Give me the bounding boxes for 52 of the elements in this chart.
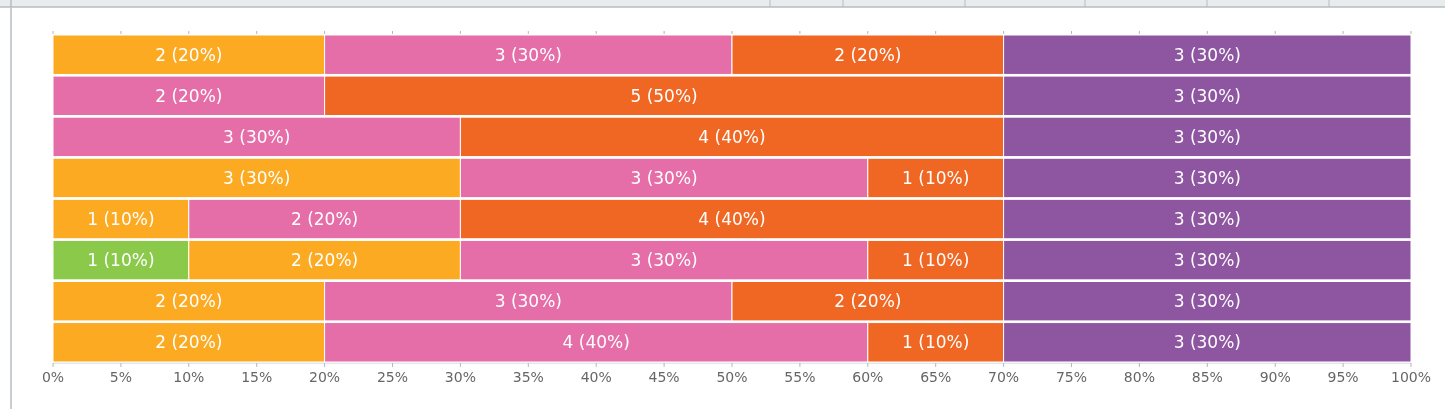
data-label: 4 (40%)	[698, 126, 766, 147]
x-tick-label: 95%	[1327, 369, 1359, 385]
data-label: 4 (40%)	[562, 332, 630, 353]
data-label: 3 (30%)	[1173, 332, 1241, 353]
x-tick-label: 35%	[512, 369, 544, 385]
x-tick-label: 100%	[1390, 369, 1432, 385]
data-label: 3 (30%)	[1173, 291, 1241, 312]
x-tick-label: 10%	[173, 369, 205, 385]
x-tick-label: 40%	[580, 369, 612, 385]
data-label: 1 (10%)	[902, 250, 970, 271]
x-tick-label: 30%	[444, 369, 476, 385]
data-label: 3 (30%)	[1173, 85, 1241, 106]
x-tick-label: 5%	[109, 369, 133, 385]
data-label: 1 (10%)	[87, 208, 155, 229]
data-label: 5 (50%)	[630, 85, 698, 106]
x-tick-label: 20%	[309, 369, 341, 385]
data-label: 3 (30%)	[1173, 167, 1241, 188]
data-label: 2 (20%)	[290, 208, 359, 229]
data-label: 1 (10%)	[902, 167, 970, 188]
x-tick-label: 65%	[920, 369, 952, 385]
data-label: 2 (20%)	[834, 44, 902, 65]
x-tick-label: 55%	[784, 369, 816, 385]
x-tick-label: 45%	[648, 369, 680, 385]
data-label: 3 (30%)	[1173, 126, 1241, 147]
x-tick-label: 80%	[1123, 369, 1155, 385]
data-label: 2 (20%)	[834, 291, 902, 312]
x-tick-label: 25%	[376, 369, 409, 385]
data-label: 3 (30%)	[223, 126, 291, 147]
data-label: 3 (30%)	[630, 167, 698, 188]
x-tick-label: 70%	[988, 369, 1020, 385]
data-label: 1 (10%)	[87, 250, 155, 271]
x-tick-label: 0%	[41, 369, 65, 385]
x-tick-label: 90%	[1259, 369, 1291, 385]
x-tick-label: 85%	[1191, 369, 1223, 385]
data-label: 2 (20%)	[290, 250, 359, 271]
data-label: 3 (30%)	[1173, 208, 1241, 229]
x-tick-label: 60%	[852, 369, 884, 385]
data-label: 2 (20%)	[155, 291, 223, 312]
data-label: 3 (30%)	[630, 250, 698, 271]
data-label: 1 (10%)	[902, 332, 970, 353]
data-label: 3 (30%)	[1173, 250, 1241, 271]
data-label: 2 (20%)	[155, 44, 223, 65]
data-label: 3 (30%)	[223, 167, 291, 188]
x-tick-label: 15%	[241, 369, 273, 385]
data-label: 2 (20%)	[155, 332, 223, 353]
data-label: 3 (30%)	[1173, 44, 1241, 65]
data-label: 2 (20%)	[155, 85, 223, 106]
data-label: 4 (40%)	[698, 208, 766, 229]
data-label: 3 (30%)	[494, 44, 562, 65]
data-label: 3 (30%)	[494, 291, 562, 312]
x-tick-label: 50%	[716, 369, 748, 385]
x-tick-label: 75%	[1055, 369, 1088, 385]
